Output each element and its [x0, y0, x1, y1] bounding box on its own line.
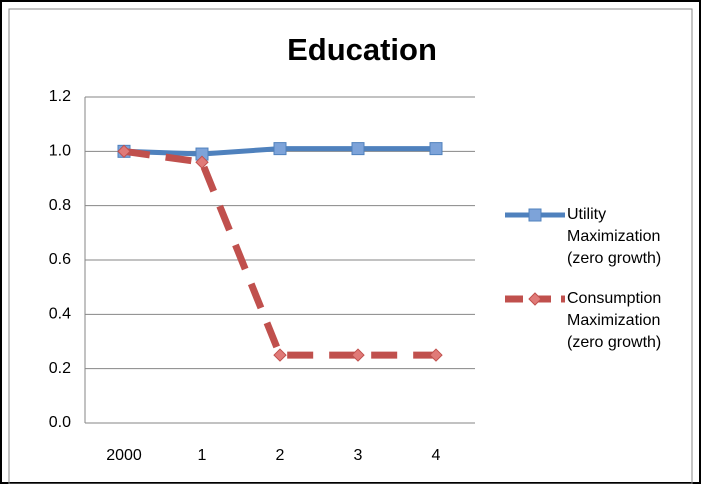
y-tick-label: 0.6	[49, 251, 71, 268]
y-tick-label: 0.4	[49, 306, 71, 323]
y-tick-label: 0.2	[49, 360, 71, 377]
y-tick-label: 1.2	[49, 88, 71, 105]
legend-label: Utility Maximization (zero growth)	[567, 206, 662, 267]
marker	[429, 348, 443, 362]
marker	[273, 348, 287, 362]
chart-title: Education	[287, 32, 437, 67]
series-line	[123, 147, 436, 359]
marker	[117, 144, 131, 159]
x-tick-label: 3	[354, 447, 363, 464]
x-tick-label: 2	[276, 447, 285, 464]
legend-marker	[528, 292, 542, 306]
legend-label: Consumption Maximization (zero growth)	[567, 290, 662, 351]
x-tick-label: 2000	[106, 447, 142, 464]
chart-border	[8, 8, 693, 484]
marker	[273, 142, 287, 156]
x-tick-label: 4	[432, 447, 441, 464]
marker	[195, 155, 209, 169]
legend-marker	[528, 208, 542, 222]
marker	[351, 142, 365, 156]
marker	[351, 348, 365, 362]
y-tick-label: 0.8	[49, 197, 71, 214]
y-tick-label: 0.0	[49, 414, 71, 431]
y-tick-label: 1.0	[49, 143, 71, 160]
x-tick-label: 1	[198, 447, 207, 464]
marker	[429, 142, 443, 156]
